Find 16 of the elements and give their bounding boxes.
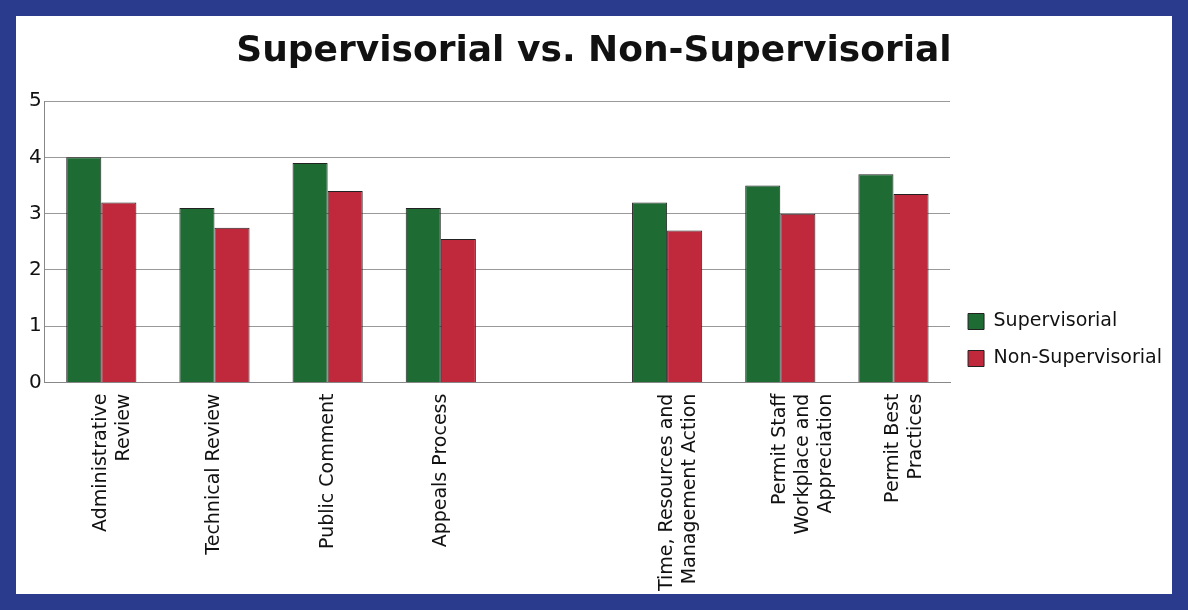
x-tick-label: Time, Resources and Management Action xyxy=(654,393,699,593)
legend-label: Non-Supervisorial xyxy=(993,345,1163,368)
x-tick-label: Appeals Process xyxy=(427,393,450,548)
y-tick-label: 5 xyxy=(28,87,42,112)
x-tick-label: Technical Review xyxy=(201,393,224,556)
y-tick-label: 1 xyxy=(28,312,42,337)
y-tick-label: 4 xyxy=(28,143,42,168)
legend-label: Supervisorial xyxy=(993,308,1118,331)
x-tick-label: Public Comment xyxy=(314,393,337,549)
y-tick-label: 0 xyxy=(28,368,42,393)
y-tick-label: 3 xyxy=(28,199,42,224)
y-tick-label: 2 xyxy=(28,256,42,281)
x-tick-label: Permit Best Practices xyxy=(880,393,926,503)
x-tick-label: Administrative Review xyxy=(88,393,134,532)
x-tick-label: Permit Staff Workplace and Appreciation xyxy=(767,392,835,535)
chart-title: Supervisorial vs. Non-Supervisorial xyxy=(235,28,953,69)
